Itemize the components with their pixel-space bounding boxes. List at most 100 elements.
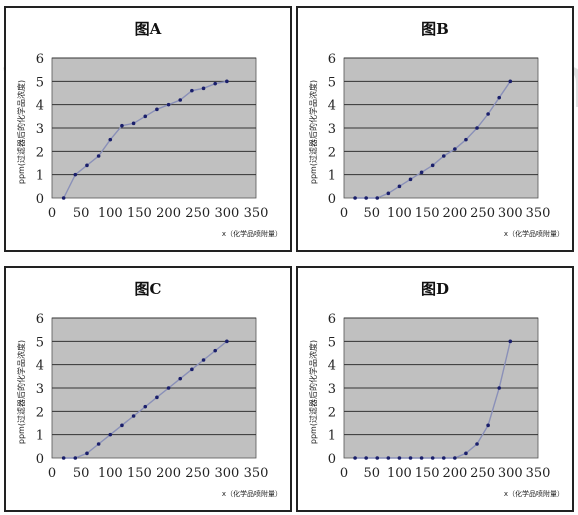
data-point [497, 95, 501, 100]
x-tick-label: 0 [48, 466, 56, 481]
x-tick-label: 200 [156, 466, 181, 481]
data-point [155, 107, 159, 112]
data-point [213, 348, 217, 353]
data-point [201, 358, 206, 362]
y-tick-label: 1 [36, 429, 44, 444]
y-tick-label: 4 [36, 99, 44, 114]
y-tick-label: 3 [328, 122, 336, 137]
y-axis-label: ppm(过滤器后的化学品浓度) [308, 340, 318, 444]
data-point [430, 456, 435, 460]
data-point [131, 414, 136, 418]
data-point [386, 456, 391, 460]
x-axis-label: x（化学品喷附量） [504, 229, 564, 238]
y-tick-label: 2 [328, 405, 336, 420]
y-tick-label: 5 [328, 75, 336, 90]
y-tick-label: 4 [328, 359, 336, 374]
data-point [85, 451, 89, 456]
data-point [364, 456, 368, 460]
chart-panel-d: 图D 0 1 2 3 4 5 6 0 50 100 150 200 250 300 350 x（化学品喷附量） p… [296, 266, 574, 512]
y-tick-label: 0 [328, 452, 336, 467]
y-tick-label: 2 [36, 405, 44, 420]
data-point [96, 442, 101, 446]
x-tick-label: 300 [214, 466, 239, 481]
data-point [430, 163, 435, 168]
data-point [453, 456, 457, 460]
x-tick-label: 100 [98, 206, 123, 221]
data-point [386, 191, 391, 196]
y-tick-label: 4 [36, 359, 44, 374]
data-point [419, 456, 424, 460]
y-tick-label: 1 [328, 169, 336, 184]
data-point [61, 196, 66, 200]
y-tick-label: 0 [328, 192, 336, 207]
y-tick-label: 3 [36, 122, 44, 137]
x-tick-label: 350 [244, 206, 269, 221]
data-point [464, 137, 468, 142]
data-point [497, 386, 501, 390]
data-point [143, 114, 148, 119]
x-tick-label: 200 [156, 206, 181, 221]
x-tick-label: 50 [363, 466, 380, 481]
data-point [155, 395, 159, 400]
data-point [397, 184, 402, 189]
y-tick-label: 2 [328, 145, 336, 160]
data-point [178, 376, 183, 381]
data-point [120, 123, 124, 128]
chart-d: 图D 0 1 2 3 4 5 6 0 50 100 150 200 250 300 350 x（化学品喷附量） p… [308, 280, 564, 498]
data-point [364, 196, 368, 200]
x-tick-label: 250 [185, 466, 210, 481]
chart-title: 图A [135, 20, 162, 38]
chart-panel-b: 图B 0 1 2 3 4 5 6 0 50 100 150 200 250 300 350 x（化学品喷附量） p… [296, 6, 574, 252]
x-tick-label: 150 [127, 466, 152, 481]
x-tick-label: 0 [340, 466, 348, 481]
x-tick-label: 150 [127, 206, 152, 221]
data-point [108, 432, 113, 437]
y-tick-label: 5 [36, 75, 44, 90]
x-tick-label: 0 [48, 206, 56, 221]
data-point [166, 102, 171, 107]
data-point [464, 451, 468, 456]
y-axis-label: ppm(过滤器后的化学品浓度) [16, 340, 26, 444]
data-point [397, 456, 402, 460]
data-point [73, 456, 78, 460]
y-tick-label: 5 [328, 335, 336, 350]
chart-panel-c: 图C 0 1 2 3 4 5 6 0 50 100 150 200 250 300 350 x（化学品喷附量） p… [4, 266, 292, 512]
x-tick-label: 250 [470, 206, 495, 221]
chart-c: 图C 0 1 2 3 4 5 6 0 50 100 150 200 250 300 350 x（化学品喷附量） p… [16, 280, 282, 498]
data-point [375, 196, 380, 200]
data-point [131, 121, 136, 126]
data-point [225, 339, 229, 344]
data-point [190, 367, 194, 372]
y-tick-label: 3 [36, 382, 44, 397]
x-tick-label: 100 [98, 466, 123, 481]
y-tick-label: 4 [328, 99, 336, 114]
data-point [201, 86, 206, 91]
x-tick-label: 350 [526, 466, 551, 481]
y-tick-label: 3 [328, 382, 336, 397]
y-tick-label: 6 [36, 312, 44, 327]
data-point [408, 177, 413, 182]
x-tick-label: 50 [363, 206, 380, 221]
y-tick-label: 2 [36, 145, 44, 160]
x-tick-label: 200 [442, 466, 467, 481]
x-tick-label: 300 [214, 206, 239, 221]
x-tick-label: 50 [73, 466, 90, 481]
data-point [475, 126, 479, 130]
y-tick-label: 1 [36, 169, 44, 184]
data-point [120, 423, 124, 428]
y-tick-label: 0 [36, 452, 44, 467]
y-tick-label: 0 [36, 192, 44, 207]
data-point [61, 456, 66, 460]
data-point [508, 79, 513, 84]
y-tick-label: 6 [328, 312, 336, 327]
x-axis-label: x（化学品喷附量） [504, 489, 564, 498]
y-tick-label: 6 [328, 52, 336, 67]
x-tick-label: 300 [498, 206, 523, 221]
chart-title: 图D [421, 280, 449, 298]
chart-title: 图C [135, 280, 162, 298]
data-point [508, 339, 513, 344]
data-point [419, 170, 424, 175]
data-point [441, 154, 446, 158]
data-point [96, 154, 101, 158]
data-point [475, 442, 479, 446]
